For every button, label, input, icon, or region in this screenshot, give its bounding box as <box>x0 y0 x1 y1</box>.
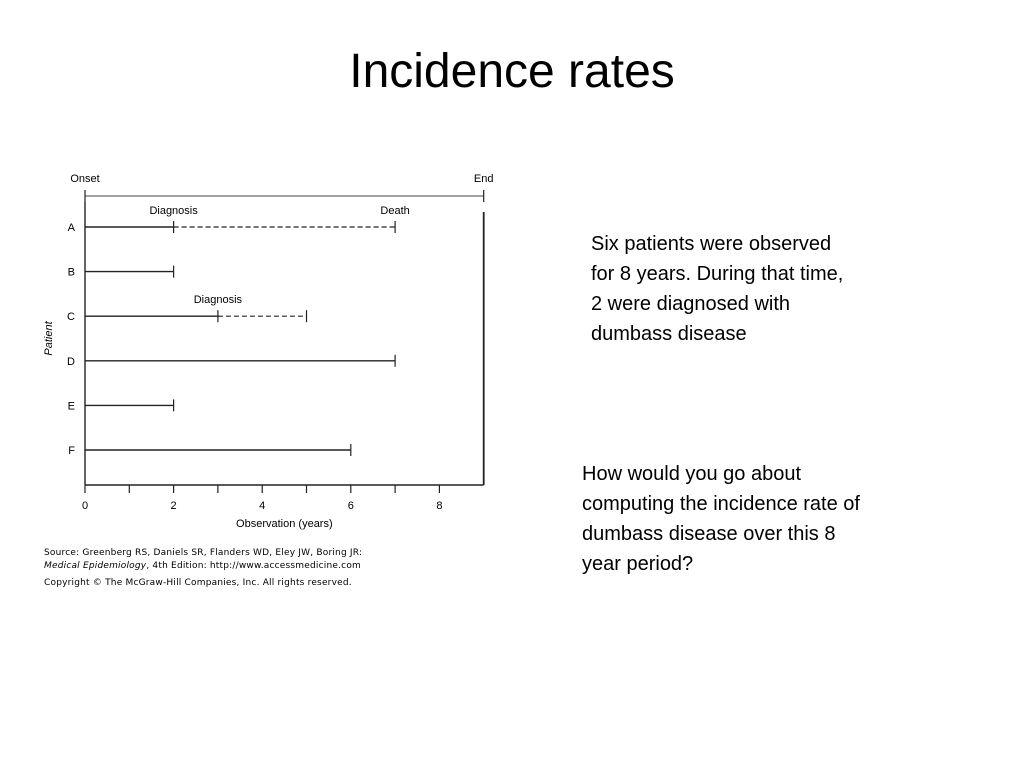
source-book-title: Medical Epidemiology <box>44 561 147 571</box>
x-tick-label-2: 2 <box>171 500 177 512</box>
x-axis-label: Observation (years) <box>236 518 333 530</box>
event-label-a-1: Death <box>380 205 409 217</box>
patient-label-a: A <box>68 222 76 234</box>
description-paragraph: Six patients were observed for 8 years. … <box>591 233 844 345</box>
source-citation: Source: Greenberg RS, Daniels SR, Flande… <box>44 547 362 590</box>
patient-label-e: E <box>68 400 75 412</box>
source-edition: , 4th Edition: http://www.accessmedicine… <box>146 561 361 571</box>
patient-label-f: F <box>68 445 75 457</box>
x-tick-label-4: 4 <box>259 500 265 512</box>
y-axis-label: Patient <box>43 320 55 355</box>
x-tick-label-8: 8 <box>436 500 442 512</box>
x-tick-label-6: 6 <box>348 500 354 512</box>
question-paragraph: How would you go about computing the inc… <box>582 463 860 575</box>
slide-title: Incidence rates <box>349 45 675 98</box>
event-label-c-0: Diagnosis <box>194 294 243 306</box>
event-label-a-0: Diagnosis <box>149 205 198 217</box>
source-line-2: Medical Epidemiology, 4th Edition: http:… <box>44 560 362 573</box>
end-label: End <box>474 173 494 185</box>
onset-label: Onset <box>70 173 99 185</box>
source-line-1: Source: Greenberg RS, Daniels SR, Flande… <box>44 548 363 558</box>
patient-label-d: D <box>67 356 75 368</box>
copyright-line: Copyright © The McGraw-Hill Companies, I… <box>44 578 352 588</box>
patient-label-b: B <box>68 267 75 279</box>
patient-timeline-chart: Onset End 0 2 4 6 8 Observation (years) Patient A… <box>43 173 494 530</box>
x-tick-label-0: 0 <box>82 500 88 512</box>
patient-label-c: C <box>67 311 75 323</box>
